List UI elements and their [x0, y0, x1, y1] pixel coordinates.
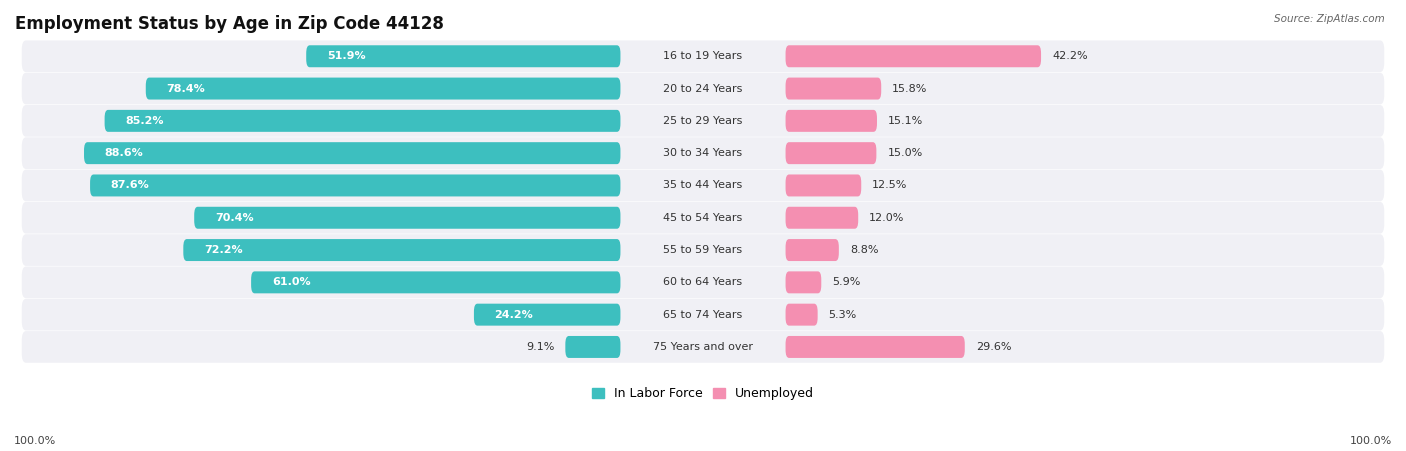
Text: 5.3%: 5.3%	[828, 310, 856, 320]
Text: 61.0%: 61.0%	[271, 277, 311, 287]
Text: 15.8%: 15.8%	[893, 83, 928, 93]
Text: 55 to 59 Years: 55 to 59 Years	[664, 245, 742, 255]
Text: Employment Status by Age in Zip Code 44128: Employment Status by Age in Zip Code 441…	[15, 15, 444, 33]
FancyBboxPatch shape	[786, 304, 818, 326]
Text: 25 to 29 Years: 25 to 29 Years	[664, 116, 742, 126]
Text: 88.6%: 88.6%	[104, 148, 143, 158]
FancyBboxPatch shape	[786, 142, 876, 164]
FancyBboxPatch shape	[104, 110, 620, 132]
Text: 16 to 19 Years: 16 to 19 Years	[664, 51, 742, 61]
Text: 75 Years and over: 75 Years and over	[652, 342, 754, 352]
Text: 15.0%: 15.0%	[887, 148, 922, 158]
FancyBboxPatch shape	[21, 331, 1385, 363]
FancyBboxPatch shape	[146, 78, 620, 100]
FancyBboxPatch shape	[786, 336, 965, 358]
Text: 29.6%: 29.6%	[976, 342, 1011, 352]
Text: 35 to 44 Years: 35 to 44 Years	[664, 180, 742, 190]
Legend: In Labor Force, Unemployed: In Labor Force, Unemployed	[586, 382, 820, 405]
Text: 100.0%: 100.0%	[14, 437, 56, 446]
Text: 30 to 34 Years: 30 to 34 Years	[664, 148, 742, 158]
Text: Source: ZipAtlas.com: Source: ZipAtlas.com	[1274, 14, 1385, 23]
FancyBboxPatch shape	[21, 73, 1385, 104]
Text: 12.5%: 12.5%	[872, 180, 908, 190]
Text: 78.4%: 78.4%	[166, 83, 205, 93]
Text: 60 to 64 Years: 60 to 64 Years	[664, 277, 742, 287]
Text: 72.2%: 72.2%	[204, 245, 243, 255]
Text: 8.8%: 8.8%	[849, 245, 879, 255]
Text: 51.9%: 51.9%	[326, 51, 366, 61]
FancyBboxPatch shape	[21, 170, 1385, 201]
Text: 100.0%: 100.0%	[1350, 437, 1392, 446]
FancyBboxPatch shape	[84, 142, 620, 164]
Text: 9.1%: 9.1%	[526, 342, 554, 352]
FancyBboxPatch shape	[786, 78, 882, 100]
Text: 20 to 24 Years: 20 to 24 Years	[664, 83, 742, 93]
FancyBboxPatch shape	[21, 267, 1385, 298]
FancyBboxPatch shape	[194, 207, 620, 229]
FancyBboxPatch shape	[786, 207, 858, 229]
Text: 85.2%: 85.2%	[125, 116, 163, 126]
Text: 45 to 54 Years: 45 to 54 Years	[664, 213, 742, 223]
FancyBboxPatch shape	[786, 45, 1040, 67]
Text: 87.6%: 87.6%	[111, 180, 149, 190]
FancyBboxPatch shape	[565, 336, 620, 358]
FancyBboxPatch shape	[21, 105, 1385, 137]
Text: 15.1%: 15.1%	[889, 116, 924, 126]
FancyBboxPatch shape	[252, 272, 620, 293]
Text: 24.2%: 24.2%	[495, 310, 533, 320]
FancyBboxPatch shape	[21, 41, 1385, 72]
FancyBboxPatch shape	[786, 239, 839, 261]
Text: 5.9%: 5.9%	[832, 277, 860, 287]
FancyBboxPatch shape	[90, 175, 620, 197]
FancyBboxPatch shape	[183, 239, 620, 261]
Text: 12.0%: 12.0%	[869, 213, 904, 223]
FancyBboxPatch shape	[786, 175, 862, 197]
FancyBboxPatch shape	[21, 202, 1385, 234]
Text: 70.4%: 70.4%	[215, 213, 253, 223]
FancyBboxPatch shape	[786, 272, 821, 293]
FancyBboxPatch shape	[307, 45, 620, 67]
FancyBboxPatch shape	[786, 110, 877, 132]
FancyBboxPatch shape	[474, 304, 620, 326]
Text: 65 to 74 Years: 65 to 74 Years	[664, 310, 742, 320]
FancyBboxPatch shape	[21, 138, 1385, 169]
FancyBboxPatch shape	[21, 234, 1385, 266]
FancyBboxPatch shape	[21, 299, 1385, 331]
Text: 42.2%: 42.2%	[1052, 51, 1088, 61]
